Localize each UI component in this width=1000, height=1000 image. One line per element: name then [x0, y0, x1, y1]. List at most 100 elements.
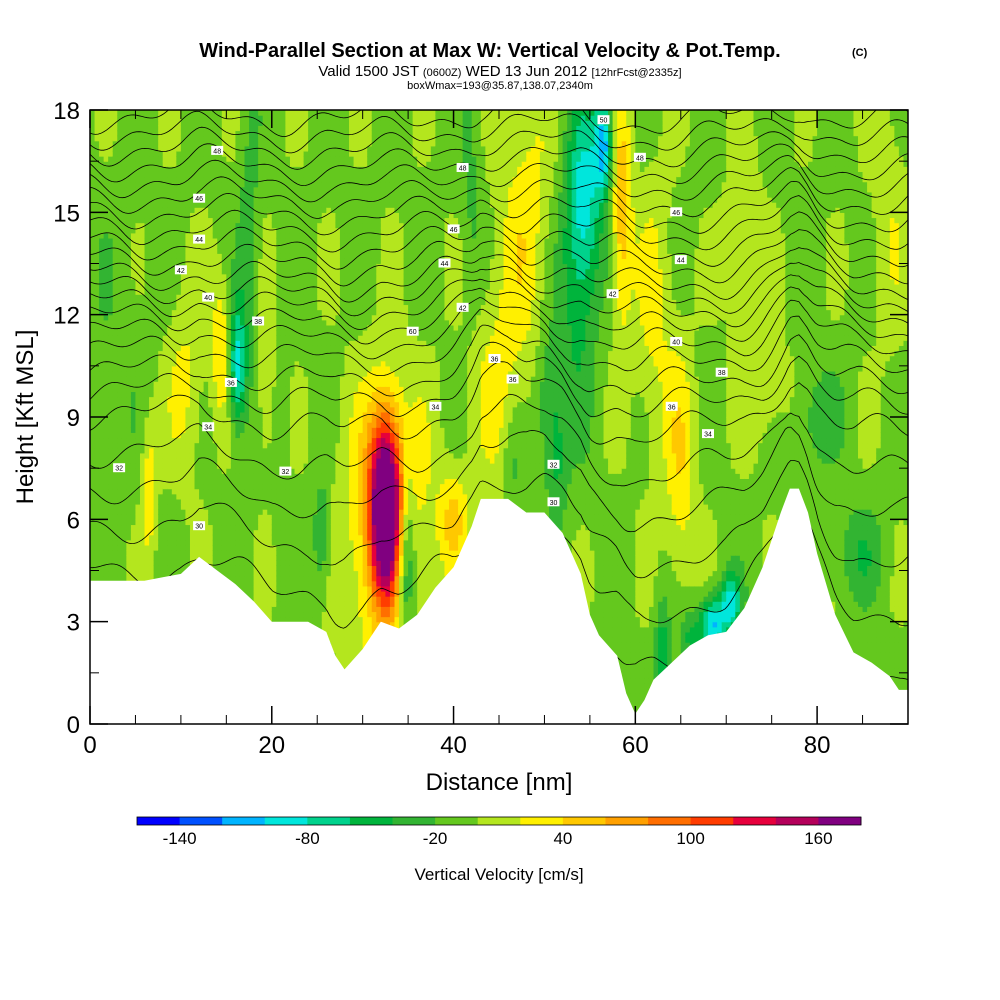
velocity-cell — [239, 370, 246, 377]
velocity-cell — [158, 488, 164, 495]
velocity-cell — [121, 340, 127, 346]
velocity-cell — [176, 319, 182, 326]
velocity-cell — [180, 560, 187, 566]
velocity-cell — [267, 166, 273, 172]
velocity-cell — [94, 324, 100, 331]
velocity-cell — [239, 509, 246, 515]
velocity-cell — [130, 483, 137, 490]
velocity-cell — [258, 135, 264, 142]
velocity-cell — [230, 181, 237, 188]
velocity-cell — [135, 457, 141, 464]
velocity-cell — [158, 560, 164, 566]
velocity-cell — [126, 232, 132, 239]
velocity-cell — [103, 299, 109, 306]
velocity-cell — [144, 417, 150, 423]
velocity-cell — [162, 396, 168, 403]
velocity-cell — [176, 186, 182, 193]
velocity-cell — [212, 345, 218, 352]
velocity-cell — [171, 237, 177, 244]
velocity-cell — [226, 401, 232, 408]
velocity-cell — [144, 575, 150, 582]
velocity-cell — [108, 524, 114, 531]
velocity-cell — [171, 360, 177, 367]
velocity-cell — [217, 161, 223, 167]
velocity-cell — [108, 258, 114, 265]
velocity-cell — [149, 161, 155, 167]
velocity-cell — [194, 330, 200, 336]
velocity-cell — [126, 145, 132, 152]
velocity-cell — [239, 156, 246, 162]
velocity-cell — [121, 299, 127, 306]
velocity-cell — [158, 524, 164, 531]
velocity-cell — [203, 401, 209, 408]
velocity-cell — [271, 601, 277, 607]
velocity-cell — [212, 171, 218, 178]
velocity-cell — [253, 186, 259, 193]
velocity-cell — [194, 391, 200, 398]
velocity-cell — [149, 258, 155, 265]
velocity-cell — [149, 524, 155, 531]
velocity-cell — [130, 253, 137, 259]
velocity-cell — [230, 396, 237, 403]
velocity-cell — [221, 156, 227, 162]
velocity-cell — [208, 243, 214, 249]
velocity-cell — [180, 191, 187, 198]
velocity-cell — [199, 442, 205, 449]
velocity-cell — [221, 544, 227, 551]
velocity-cell — [253, 125, 259, 132]
velocity-cell — [180, 324, 187, 331]
velocity-cell — [276, 611, 282, 618]
velocity-cell — [276, 381, 282, 387]
velocity-cell — [271, 196, 277, 203]
velocity-cell — [139, 258, 146, 265]
velocity-cell — [230, 411, 237, 418]
velocity-cell — [239, 130, 246, 137]
velocity-cell — [244, 145, 250, 152]
velocity-cell — [126, 442, 132, 449]
velocity-cell — [267, 565, 273, 572]
velocity-cell — [149, 196, 155, 203]
velocity-cell — [262, 590, 268, 597]
velocity-cell — [167, 514, 173, 520]
velocity-cell — [235, 294, 241, 300]
velocity-cell — [230, 437, 237, 444]
velocity-cell — [144, 340, 150, 346]
velocity-cell — [244, 401, 250, 408]
velocity-cell — [158, 258, 164, 265]
velocity-cell — [153, 345, 159, 352]
velocity-cell — [212, 376, 218, 382]
velocity-cell — [235, 212, 241, 219]
velocity-cell — [221, 386, 227, 393]
velocity-cell — [162, 386, 168, 393]
velocity-cell — [135, 503, 141, 510]
velocity-cell — [126, 314, 132, 321]
velocity-cell — [112, 278, 118, 285]
velocity-cell — [276, 411, 282, 418]
velocity-cell — [185, 186, 191, 193]
velocity-cell — [208, 196, 214, 203]
velocity-cell — [189, 544, 196, 551]
velocity-cell — [94, 140, 100, 147]
velocity-cell — [244, 212, 250, 219]
velocity-cell — [180, 227, 187, 234]
velocity-cell — [149, 539, 155, 546]
velocity-cell — [244, 340, 250, 346]
velocity-cell — [139, 237, 146, 244]
velocity-cell — [130, 432, 137, 439]
velocity-cell — [135, 227, 141, 234]
velocity-cell — [185, 355, 191, 362]
velocity-cell — [230, 166, 237, 172]
velocity-cell — [167, 181, 173, 188]
velocity-cell — [271, 432, 277, 439]
velocity-cell — [144, 488, 150, 495]
velocity-cell — [153, 370, 159, 377]
velocity-cell — [226, 447, 232, 454]
velocity-cell — [217, 437, 223, 444]
velocity-cell — [239, 386, 246, 393]
velocity-cell — [221, 381, 227, 387]
velocity-cell — [162, 417, 168, 423]
velocity-cell — [235, 580, 241, 587]
velocity-cell — [258, 212, 264, 219]
velocity-cell — [212, 411, 218, 418]
velocity-cell — [162, 457, 168, 464]
